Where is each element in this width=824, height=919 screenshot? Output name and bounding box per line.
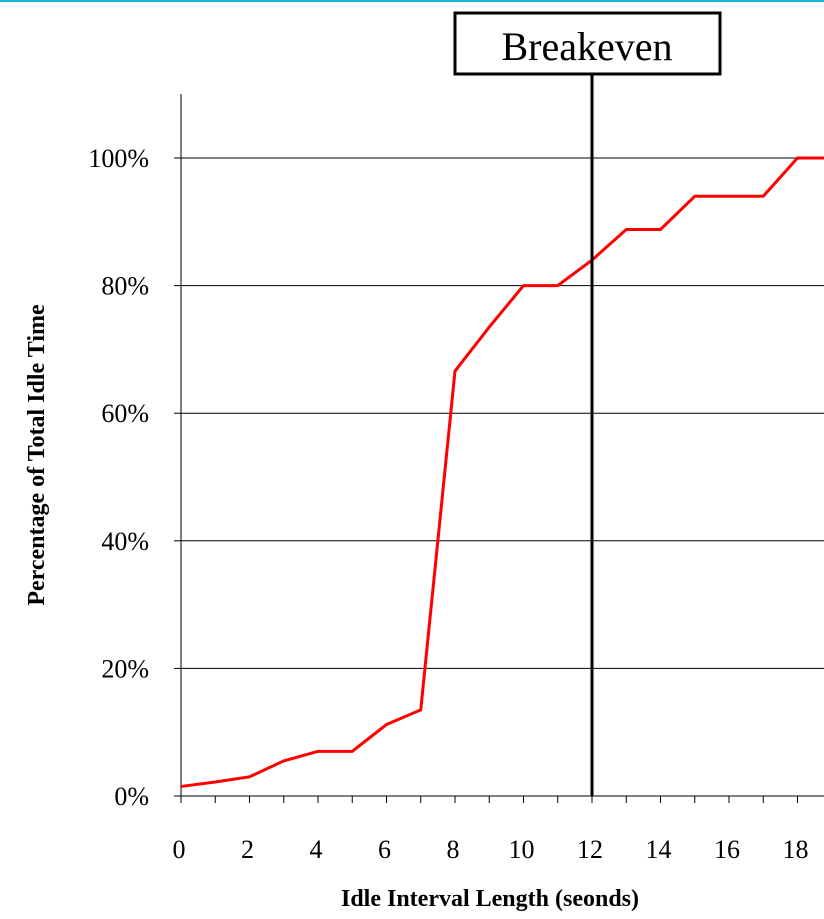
y-axis-title: Percentage of Total Idle Time	[24, 304, 50, 606]
breakeven-box	[453, 11, 722, 76]
annotations: Breakeven	[453, 11, 722, 796]
gridlines	[181, 157, 824, 669]
y-tick-label: 20%	[101, 654, 149, 683]
series	[180, 156, 824, 788]
y-tick-label: 80%	[101, 272, 149, 301]
x-tick-label: 6	[378, 835, 391, 864]
x-tick-label: 18	[783, 835, 809, 864]
y-tick-label: 0%	[114, 782, 149, 811]
axes	[174, 94, 824, 803]
top-accent-band	[0, 0, 824, 2]
tick-labels: 0% 20% 40% 60% 80% 100% 0 2 4 6 8 10 12 14 16 18	[88, 144, 808, 864]
x-tick-label: 0	[173, 835, 186, 864]
x-axis-title: Idle Interval Length (seonds)	[341, 886, 639, 912]
x-tick-label: 2	[241, 835, 254, 864]
x-tick-label: 16	[714, 835, 740, 864]
x-tick-label: 12	[577, 835, 603, 864]
breakeven-label: Breakeven	[501, 24, 672, 69]
y-tick-label: 60%	[101, 399, 149, 428]
x-tick-label: 10	[509, 835, 535, 864]
x-tick-label: 4	[310, 835, 323, 864]
x-tick-label: 14	[646, 835, 672, 864]
y-tick-label: 40%	[101, 527, 149, 556]
series-line	[180, 156, 824, 788]
y-tick-label: 100%	[88, 144, 149, 173]
x-tick-label: 8	[447, 835, 460, 864]
